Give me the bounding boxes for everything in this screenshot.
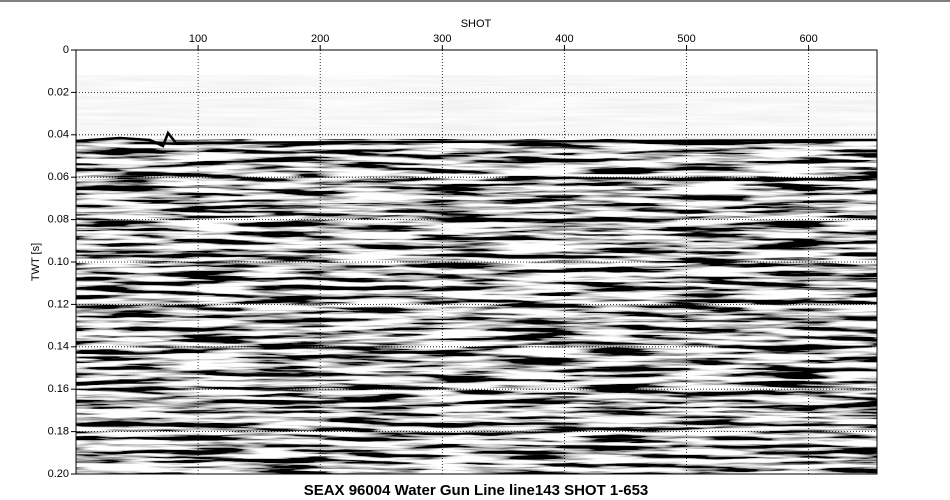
y-axis-label: TWT [s] [30,243,42,281]
y-tick-label: 0.18 [48,426,69,438]
y-tick-label: 0 [63,44,69,56]
plot-frame [75,49,878,475]
y-tick-label: 0.04 [48,129,69,141]
y-tick-label: 0.16 [48,383,69,395]
y-tick-label: 0.02 [48,86,69,98]
chart-title: SEAX 96004 Water Gun Line line143 SHOT 1… [304,482,649,499]
x-tick-label: 300 [433,33,451,45]
x-tick-label: 500 [677,33,695,45]
axes: 100 200 300 400 500 600 0 0.02 0.04 0.06 0.08 0.10 0… [48,33,877,480]
x-tick-label: 600 [799,33,817,45]
y-tick-label: 0.20 [48,468,69,480]
x-tick-label: 100 [189,33,207,45]
y-tick-label: 0.12 [48,298,69,310]
x-axis-label: SHOT [461,18,492,30]
x-tick-label: 200 [311,33,329,45]
y-tick-label: 0.10 [48,256,69,268]
y-tick-label: 0.08 [48,214,69,226]
y-tick-label: 0.14 [48,341,69,353]
x-tick-label: 400 [555,33,573,45]
water-noise [76,75,877,139]
y-tick-label: 0.06 [48,171,69,183]
seismic-section [76,139,877,474]
seabed-reflector [75,130,878,148]
